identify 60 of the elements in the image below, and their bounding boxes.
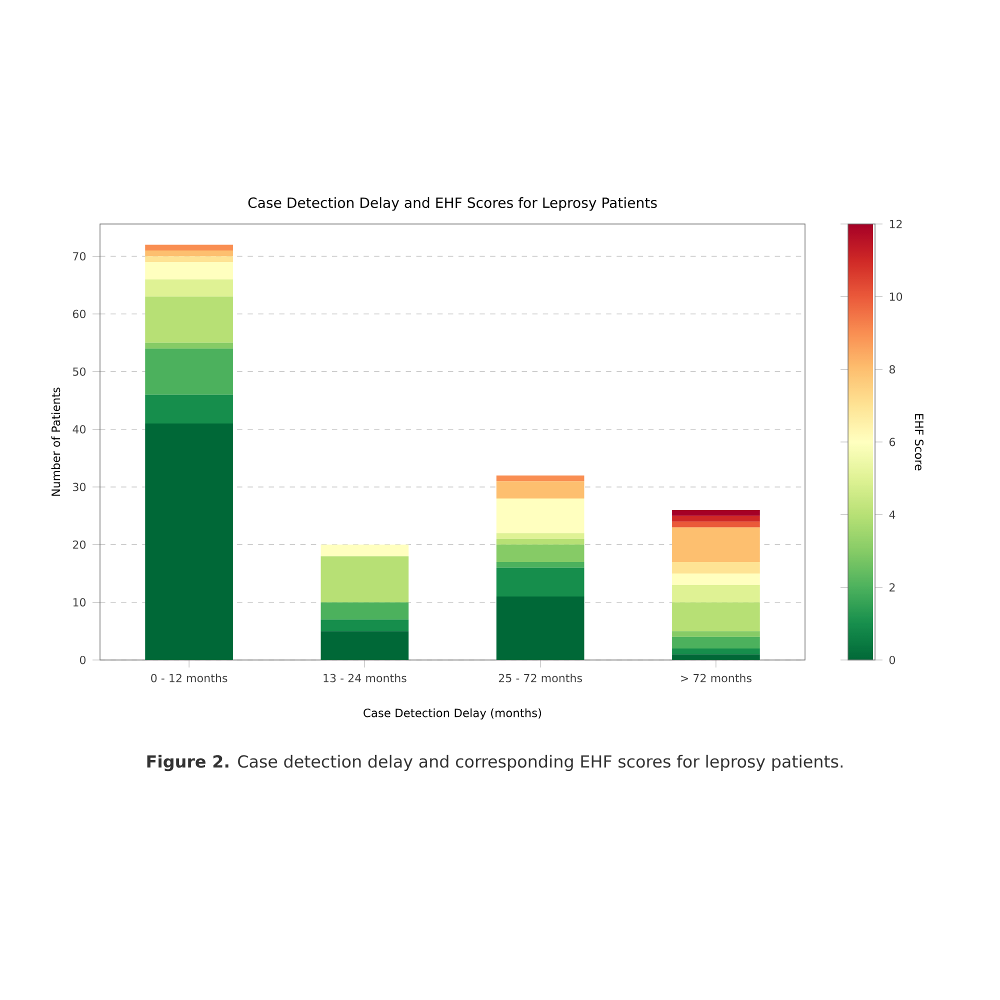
bar [496, 533, 584, 539]
bar [496, 498, 584, 534]
bar [496, 538, 584, 545]
color-bar-label: 10 [890, 292, 902, 301]
bar [672, 654, 760, 660]
bar [496, 568, 584, 597]
bar [320, 631, 409, 660]
bar [320, 620, 409, 632]
bar [145, 262, 233, 280]
y-tick-label: 20 [73, 540, 86, 549]
bar [145, 279, 233, 297]
bar [145, 342, 233, 349]
color-bar-title: EHF Score [914, 414, 924, 470]
bar [496, 481, 584, 499]
bar [672, 527, 760, 562]
y-axis-title: Number of Patients [51, 388, 60, 496]
bar [672, 631, 760, 637]
y-tick-label: 30 [73, 482, 86, 492]
y-tick-label: 10 [73, 598, 86, 607]
bar [672, 602, 760, 632]
x-tick-label: > 72 months [681, 674, 752, 682]
x-tick-label: 25 - 72 months [498, 674, 582, 682]
bar [672, 636, 760, 648]
bar [320, 556, 409, 602]
bar [496, 596, 584, 660]
bar [145, 348, 233, 395]
bar [672, 516, 760, 522]
color-bar-label: 6 [890, 438, 896, 446]
bar [672, 573, 760, 586]
bar [672, 585, 760, 602]
bar [672, 648, 760, 654]
y-tick-label: 60 [72, 310, 86, 318]
bar [320, 544, 409, 556]
bar [145, 256, 233, 262]
color-bar-label: 12 [890, 220, 902, 228]
color-bar-label: 8 [889, 365, 896, 374]
bar [496, 475, 584, 482]
bar [145, 244, 233, 251]
y-tick-label: 40 [72, 425, 86, 434]
color-bar-label: 0 [889, 656, 896, 664]
chart-title: Case Detection Delay and EHF Scores for Leprosy Patients [248, 197, 657, 211]
bar [672, 510, 760, 516]
bar [145, 250, 233, 256]
color-bar-label: 2 [890, 583, 895, 592]
color-bar-label: 4 [889, 510, 896, 519]
bar [672, 562, 760, 574]
x-axis-title: Case Detection Delay (months) [364, 708, 542, 720]
bar [496, 544, 584, 562]
text: Figure 2. Case detection delay and corresponding EHF scores for leprosy patients. [147, 754, 842, 772]
y-tick-label: 50 [73, 367, 86, 376]
bar [145, 394, 233, 424]
y-tick-label: 70 [73, 252, 86, 260]
bar [672, 522, 760, 528]
bar [145, 424, 233, 660]
bar [320, 602, 409, 620]
x-tick-label: 0 - 12 months [151, 674, 228, 682]
bar [145, 296, 233, 343]
y-tick-label: 0 [80, 656, 86, 664]
x-tick-label: 13 - 24 months [324, 674, 406, 682]
bar [496, 562, 584, 568]
